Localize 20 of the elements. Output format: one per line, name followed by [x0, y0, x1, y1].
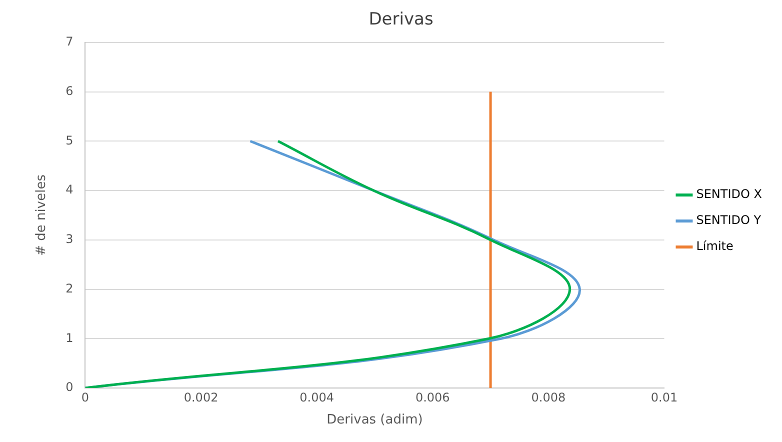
legend-label: Límite	[696, 239, 734, 254]
y-tick-label: 6	[66, 84, 74, 98]
y-axis-title: # de niveles	[34, 174, 50, 256]
chart-title: Derivas	[368, 10, 434, 30]
y-tick-label: 2	[66, 281, 74, 296]
x-axis-title: Derivas (adim)	[326, 412, 423, 428]
y-tick-label: 1	[66, 330, 74, 345]
x-tick-label: 0.01	[650, 390, 678, 404]
y-tick-label: 5	[66, 133, 74, 148]
y-tick-label: 7	[66, 34, 74, 49]
y-tick-label: 4	[66, 182, 74, 197]
x-tick-label: 0.008	[531, 390, 566, 404]
legend-label: SENTIDO Y	[696, 213, 762, 228]
x-tick-label: 0.002	[184, 390, 218, 404]
y-tick-label: 3	[66, 232, 74, 246]
legend-label: SENTIDO X	[696, 187, 762, 202]
y-tick-label: 0	[66, 380, 74, 394]
x-tick-label: 0	[81, 390, 90, 404]
x-tick-label: 0.004	[300, 390, 334, 404]
x-tick-label: 0.006	[415, 390, 450, 404]
